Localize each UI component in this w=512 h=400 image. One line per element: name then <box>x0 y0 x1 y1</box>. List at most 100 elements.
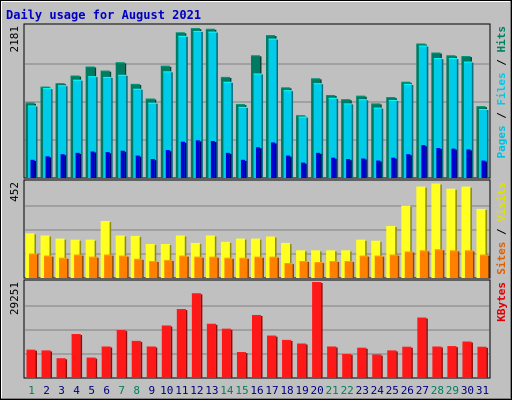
bar-pages-fill <box>255 147 260 178</box>
bar-pages-highlight <box>466 149 471 151</box>
bar-pages-highlight <box>376 160 381 162</box>
day-23 <box>356 239 370 278</box>
bar-sites-highlight <box>59 257 68 259</box>
bar-files-highlight <box>28 105 36 107</box>
bar-kbytes-fill <box>236 352 246 378</box>
bar-sites <box>419 250 430 278</box>
day-26 <box>402 346 413 378</box>
bar-pages-highlight <box>451 148 456 150</box>
day-23 <box>357 347 368 378</box>
bar-sites-fill <box>44 255 53 278</box>
bar-pages-fill <box>45 156 50 178</box>
bar-sites-shadow <box>367 256 370 278</box>
day-6 <box>100 70 113 178</box>
bar-files-highlight <box>58 85 67 87</box>
bar-hits-highlight <box>431 52 441 54</box>
x-tick-label: 31 <box>476 384 489 397</box>
bar-sites-fill <box>104 254 113 278</box>
bar-files <box>418 45 429 178</box>
bar-sites-shadow <box>232 258 234 278</box>
bar-sites-highlight <box>464 250 473 252</box>
bar-files-shadow <box>396 100 399 178</box>
legend-visits: Sites / Visits <box>495 182 508 275</box>
bar-kbytes-fill <box>447 346 457 378</box>
day-4 <box>71 334 83 378</box>
bar-pages <box>391 157 397 178</box>
bar-hits-highlight <box>220 76 230 78</box>
day-23 <box>356 95 369 178</box>
bar-kbytes-highlight <box>282 339 292 341</box>
bar-hits-highlight <box>25 102 35 104</box>
day-29 <box>447 346 458 378</box>
bar-files <box>448 58 459 178</box>
bar-files <box>463 61 474 178</box>
bar-pages <box>195 140 202 178</box>
bar-pages-shadow <box>139 156 142 178</box>
bar-kbytes-highlight <box>26 349 36 351</box>
day-26 <box>401 205 415 278</box>
bar-files-highlight <box>448 58 457 60</box>
bar-files-fill <box>73 79 82 178</box>
bar-kbytes-highlight <box>56 358 66 360</box>
bar-sites-shadow <box>142 259 144 278</box>
bar-files-highlight <box>223 81 232 83</box>
bar-sites-shadow <box>217 257 219 278</box>
bar-kbytes <box>297 343 308 378</box>
bar-visits-shadow <box>440 184 442 278</box>
bar-kbytes-highlight <box>191 293 201 295</box>
day-5 <box>86 357 98 378</box>
bar-pages-fill <box>466 149 471 178</box>
bar-kbytes-fill <box>432 346 442 378</box>
bar-kbytes-shadow <box>65 359 68 378</box>
bar-hits-highlight <box>55 83 65 85</box>
bar-sites <box>434 249 445 278</box>
bar-pages-fill <box>165 150 170 178</box>
bar-files-fill <box>223 81 232 178</box>
bar-kbytes-shadow <box>336 347 338 378</box>
day-7 <box>115 235 129 278</box>
bar-sites-highlight <box>74 254 83 256</box>
bar-sites <box>479 254 490 278</box>
bar-pages-shadow <box>320 153 322 178</box>
bar-sites-highlight <box>29 253 37 255</box>
bar-kbytes-highlight <box>71 334 81 336</box>
bar-pages-fill <box>436 148 441 178</box>
bar-pages-shadow <box>275 143 277 178</box>
bar-visits-highlight <box>175 235 185 237</box>
bar-sites-fill <box>179 255 188 278</box>
bar-pages-shadow <box>49 157 52 178</box>
bar-files <box>73 79 83 178</box>
bar-sites-highlight <box>389 254 398 256</box>
bar-visits-highlight <box>266 236 276 238</box>
bar-pages-fill <box>120 150 125 178</box>
bar-visits-highlight <box>386 225 396 227</box>
bar-files-highlight <box>283 90 292 92</box>
day-2 <box>40 235 54 278</box>
legend-part-0: KBytes <box>495 282 508 322</box>
bar-visits <box>130 235 142 278</box>
bar-kbytes-fill <box>387 350 397 378</box>
bar-files-shadow <box>186 36 188 178</box>
chart-panels: 2181 Pages / Files / Hits 452 Sites / Visit… <box>8 23 508 379</box>
y-max-label: 452 <box>8 182 21 202</box>
bar-visits <box>476 208 487 278</box>
bar-pages <box>255 147 262 178</box>
bar-sites <box>299 261 310 278</box>
bar-files-fill <box>433 58 442 178</box>
bar-sites-highlight <box>224 257 233 259</box>
bar-visits-highlight <box>311 250 321 252</box>
bar-files <box>133 88 143 178</box>
bar-files-highlight <box>373 107 382 109</box>
day-22 <box>341 99 354 178</box>
bar-files-highlight <box>103 76 112 78</box>
day-1 <box>26 349 37 378</box>
bar-files-shadow <box>246 107 248 178</box>
bar-hits-highlight <box>266 35 276 37</box>
bar-sites-fill <box>374 255 383 278</box>
bar-pages <box>436 148 442 178</box>
bar-pages-shadow <box>154 160 157 178</box>
bar-visits-highlight <box>356 239 366 241</box>
bar-pages <box>481 160 487 178</box>
day-15 <box>235 104 248 178</box>
y-max-label: 2181 <box>8 26 21 53</box>
